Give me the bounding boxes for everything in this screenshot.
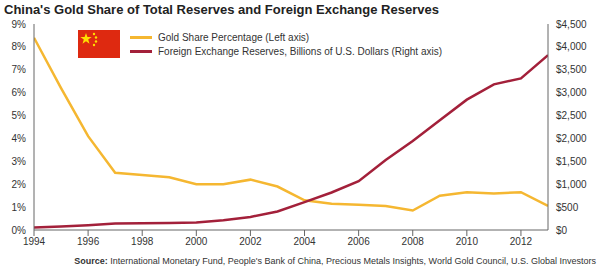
svg-text:2008: 2008	[402, 236, 425, 247]
svg-text:9%: 9%	[12, 20, 27, 30]
svg-text:$3,500: $3,500	[556, 64, 587, 75]
svg-text:$0: $0	[556, 225, 568, 236]
html-text:Gold Share Percentage (Left ax: Gold Share Percentage (Left axis)	[158, 31, 310, 43]
svg-text:2%: 2%	[12, 179, 27, 190]
svg-text:$4,000: $4,000	[556, 41, 587, 52]
svg-text:2006: 2006	[348, 236, 371, 247]
svg-text:7%: 7%	[12, 64, 27, 75]
svg-text:2002: 2002	[239, 236, 262, 247]
svg-text:$2,500: $2,500	[556, 110, 587, 121]
svg-text:1%: 1%	[12, 202, 27, 213]
svg-text:2010: 2010	[456, 236, 479, 247]
svg-text:3%: 3%	[12, 156, 27, 167]
svg-text:2000: 2000	[185, 236, 208, 247]
svg-text:$3,000: $3,000	[556, 87, 587, 98]
html-text:Foreign Exchange Reserves, Bil: Foreign Exchange Reserves, Billions of U…	[158, 45, 442, 57]
svg-text:$1,500: $1,500	[556, 156, 587, 167]
svg-text:$1,000: $1,000	[556, 179, 587, 190]
svg-text:2012: 2012	[510, 236, 533, 247]
svg-text:0%: 0%	[12, 225, 27, 236]
svg-text:2004: 2004	[293, 236, 316, 247]
svg-text:5%: 5%	[12, 110, 27, 121]
svg-text:8%: 8%	[12, 41, 27, 52]
svg-text:1994: 1994	[23, 236, 46, 247]
svg-text:4%: 4%	[12, 133, 27, 144]
html-text:China's Gold Share of Total Re: China's Gold Share of Total Reserves and…	[4, 2, 439, 17]
svg-text:$2,000: $2,000	[556, 133, 587, 144]
svg-text:$500: $500	[556, 202, 579, 213]
html-text:Source: International Monetary: Source: International Monetary Fund, Peo…	[74, 256, 596, 266]
svg-text:1998: 1998	[131, 236, 154, 247]
svg-text:6%: 6%	[12, 87, 27, 98]
svg-text:1996: 1996	[77, 236, 100, 247]
svg-text:$4,500: $4,500	[556, 20, 587, 30]
